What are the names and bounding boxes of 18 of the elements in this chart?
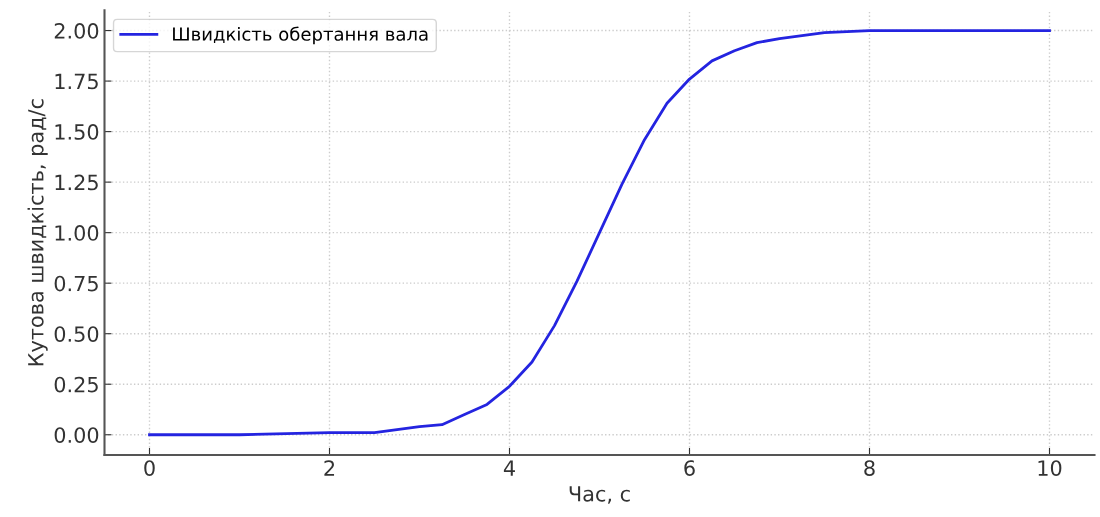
x-axis-title: Час, с: [569, 486, 630, 504]
y-tick-label: 0.00: [54, 427, 99, 443]
y-tick-label: 1.50: [55, 124, 99, 140]
x-tick-label: 10: [1038, 460, 1062, 476]
y-tick-label: 0.75: [54, 275, 98, 292]
x-tick-label: 2: [324, 460, 335, 476]
y-tick-label: 2.00: [54, 23, 99, 39]
y-tick-label: 0.25: [54, 376, 98, 393]
y-tick-label: 1.25: [55, 174, 98, 191]
x-tick-label: 0: [144, 460, 155, 476]
legend-label: Швидкість обертання вала: [173, 26, 428, 45]
x-tick-label: 8: [864, 460, 875, 476]
y-tick-label: 1.00: [55, 225, 99, 241]
x-tick-label: 4: [503, 460, 515, 476]
y-tick-label: 1.75: [55, 73, 98, 90]
y-axis-title: Кутова швидкість, рад/с: [27, 99, 48, 366]
y-tick-label: 0.50: [54, 326, 99, 342]
x-tick-label: 6: [684, 460, 695, 476]
